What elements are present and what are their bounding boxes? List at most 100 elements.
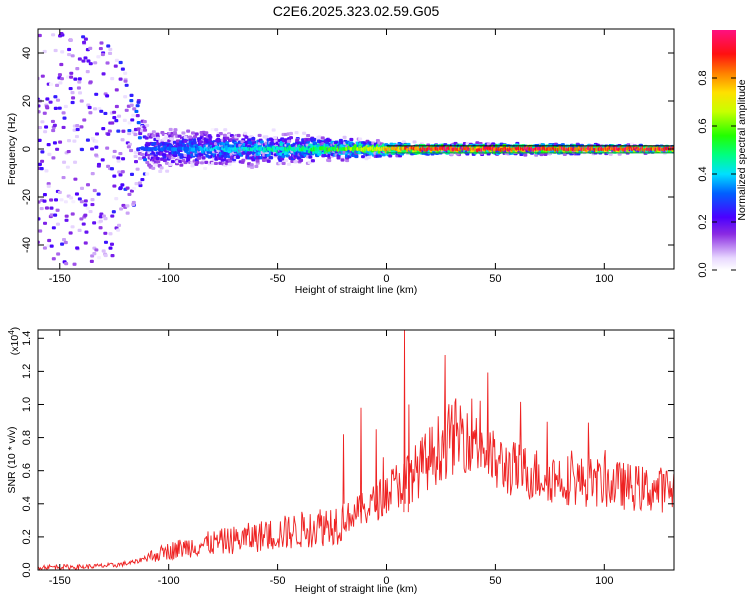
heatmap-cells xyxy=(38,31,674,266)
heatmap-cell xyxy=(112,184,117,188)
heatmap-cell xyxy=(81,222,86,226)
heatmap-cell xyxy=(401,140,406,144)
heatmap-cell xyxy=(110,214,115,218)
heatmap-cell xyxy=(75,127,80,132)
heatmap-cell xyxy=(112,174,117,178)
heatmap-cell xyxy=(312,137,317,142)
bottom-y-ticks: 0.0 0.2 0.4 0.6 0.8 1.0 1.2 1.4 xyxy=(21,331,674,578)
heatmap-cell xyxy=(42,49,47,54)
heatmap-cell xyxy=(199,161,204,165)
heatmap-cell xyxy=(259,140,264,144)
heatmap-cell xyxy=(83,37,88,41)
heatmap-cell xyxy=(109,167,114,171)
heatmap-cell xyxy=(60,242,65,246)
heatmap-cell xyxy=(283,138,288,142)
heatmap-cell xyxy=(38,138,42,143)
heatmap-cell xyxy=(340,158,345,162)
heatmap-cell xyxy=(105,146,110,150)
heatmap-cell xyxy=(59,198,64,202)
heatmap-cell xyxy=(110,76,115,81)
heatmap-cell xyxy=(124,83,129,87)
colorbar-tick-label: 0.6 xyxy=(697,118,709,133)
heatmap-cell xyxy=(128,142,133,146)
heatmap-cell xyxy=(83,199,88,203)
heatmap-cell xyxy=(406,142,411,147)
heatmap-cell xyxy=(145,123,150,128)
heatmap-cell xyxy=(64,261,69,266)
heatmap-cell xyxy=(138,183,143,188)
heatmap-cell xyxy=(178,159,183,163)
heatmap-cell xyxy=(38,200,41,204)
heatmap-cell xyxy=(97,107,102,111)
heatmap-cell xyxy=(254,164,259,168)
heatmap-cell xyxy=(103,231,108,235)
heatmap-cell xyxy=(278,161,283,165)
heatmap-cell xyxy=(72,262,77,266)
heatmap-cell xyxy=(129,172,134,177)
snr-panel: -150 -100 -50 0 50 100 0.0 0.2 0.4 0.6 0.8 1.0 1.2 1… xyxy=(6,327,675,595)
colorbar-tick-label: 0.8 xyxy=(697,70,709,85)
heatmap-cell xyxy=(122,118,127,122)
heatmap-cell xyxy=(358,137,363,141)
heatmap-cell xyxy=(137,136,142,140)
heatmap-cell xyxy=(57,73,62,77)
heatmap-cell xyxy=(271,128,276,132)
heatmap-cell xyxy=(112,110,117,114)
heatmap-cell xyxy=(286,139,291,143)
heatmap-cell xyxy=(109,242,114,246)
y-tick-label: 0 xyxy=(21,146,33,152)
heatmap-cell xyxy=(103,111,108,116)
heatmap-cell xyxy=(181,131,186,135)
heatmap-cell xyxy=(96,164,101,168)
heatmap-cell xyxy=(281,154,286,158)
heatmap-cell xyxy=(96,55,101,59)
x-tick-label: 0 xyxy=(383,273,389,285)
heatmap-cell xyxy=(281,161,286,165)
heatmap-cell xyxy=(67,47,72,52)
heatmap-cell xyxy=(213,161,218,166)
heatmap-cell xyxy=(44,206,49,210)
heatmap-cell xyxy=(53,106,58,110)
y-tick-label: 1.0 xyxy=(21,397,33,412)
heatmap-cell xyxy=(188,135,193,139)
heatmap-cell xyxy=(78,91,83,95)
heatmap-cell xyxy=(116,156,121,160)
heatmap-cell xyxy=(112,116,117,120)
heatmap-cell xyxy=(338,138,343,143)
heatmap-cell xyxy=(207,138,212,142)
heatmap-cell xyxy=(49,244,54,248)
heatmap-cell xyxy=(127,192,132,197)
heatmap-cell xyxy=(94,248,99,252)
heatmap-cell xyxy=(299,158,304,162)
heatmap-cell xyxy=(199,140,204,144)
heatmap-cell xyxy=(110,121,115,125)
heatmap-cell xyxy=(216,139,221,143)
heatmap-cell xyxy=(67,52,72,57)
heatmap-cell xyxy=(94,153,99,157)
heatmap-cell xyxy=(71,96,76,100)
x-tick-label: -150 xyxy=(49,273,71,285)
x-tick-label: -150 xyxy=(49,575,71,587)
heatmap-cell xyxy=(151,130,156,134)
heatmap-cell xyxy=(336,156,341,160)
heatmap-cell xyxy=(143,128,148,132)
x-tick-label: 100 xyxy=(595,273,613,285)
heatmap-cell xyxy=(79,186,84,191)
heatmap-cell xyxy=(144,136,149,140)
heatmap-cell xyxy=(186,129,191,133)
heatmap-cell xyxy=(51,128,56,133)
x-tick-label: -100 xyxy=(158,273,180,285)
heatmap-cell xyxy=(131,113,136,117)
heatmap-cell xyxy=(61,175,66,180)
heatmap-cell xyxy=(120,67,125,71)
heatmap-cell xyxy=(316,135,321,140)
heatmap-cell xyxy=(61,111,66,115)
heatmap-cell xyxy=(88,46,93,50)
heatmap-cell xyxy=(70,225,75,229)
heatmap-cell xyxy=(279,143,284,147)
heatmap-cell xyxy=(74,192,79,196)
heatmap-cell xyxy=(68,38,73,42)
heatmap-cell xyxy=(388,154,393,158)
heatmap-cell xyxy=(46,182,51,186)
heatmap-cell xyxy=(85,206,90,211)
